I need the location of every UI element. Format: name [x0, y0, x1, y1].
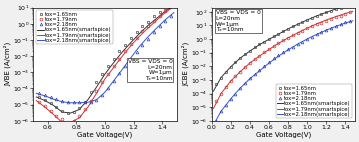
- Legend: tox=1.65nm, tox=1.79nm, tox=2.18nm, tox=1.65nm(smartspice), tox=1.79nm(smartspic: tox=1.65nm, tox=1.79nm, tox=2.18nm, tox=…: [276, 84, 352, 118]
- Y-axis label: JVBE (A/cm²): JVBE (A/cm²): [4, 42, 11, 86]
- X-axis label: Gate Voltage(V): Gate Voltage(V): [256, 131, 311, 138]
- Text: VBS = VDS = 0
L=20nm
W=1μm
Tₑ=10nm: VBS = VDS = 0 L=20nm W=1μm Tₑ=10nm: [216, 10, 261, 32]
- X-axis label: Gate Voltage(V): Gate Voltage(V): [78, 131, 133, 138]
- Text: VBS = VDS = 0
L=20nm
W=1μm
Tₑ=10nm: VBS = VDS = 0 L=20nm W=1μm Tₑ=10nm: [127, 59, 172, 81]
- Legend: tox=1.65nm, tox=1.79nm, tox=2.18nm, tox=1.65nm(smartspice), tox=1.79nm(smartspic: tox=1.65nm, tox=1.79nm, tox=2.18nm, tox=…: [36, 10, 113, 44]
- Y-axis label: JCBE (A/cm²): JCBE (A/cm²): [182, 42, 190, 86]
